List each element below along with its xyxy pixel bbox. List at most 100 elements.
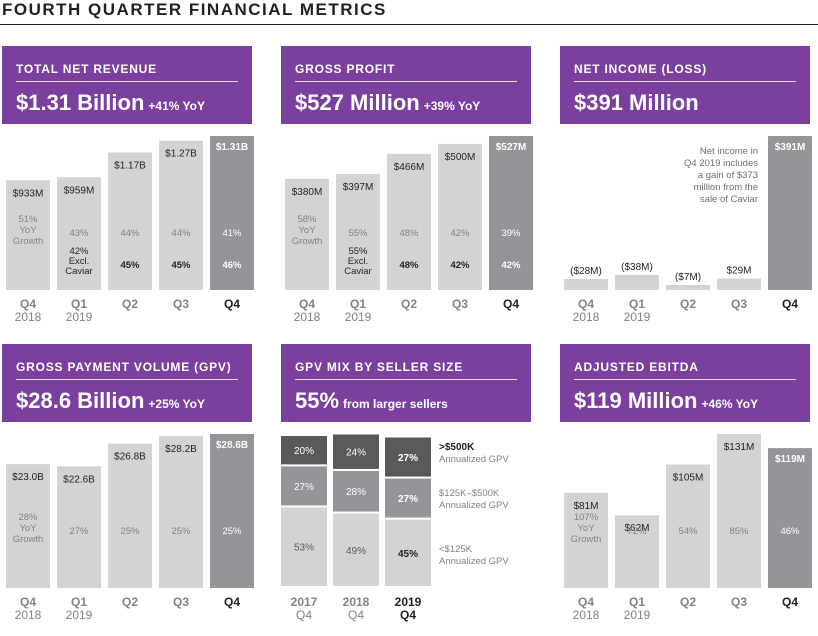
excl-caviar-label: 55%: [348, 246, 368, 257]
stacked-segment: [281, 466, 327, 506]
x-tick-label: Q2: [122, 595, 138, 609]
headline-suffix: +39% YoY: [423, 99, 481, 113]
growth-label: 58%: [297, 214, 317, 225]
x-tick-label: Q3: [173, 297, 189, 311]
growth-label: 25%: [222, 526, 242, 537]
bar-chart-svg: $380M58%YoYGrowthQ42018$397M55%55%Excl.C…: [285, 136, 533, 324]
stacked-segment: [281, 507, 327, 586]
growth-label: 44%: [171, 228, 191, 239]
banner: GROSS PROFIT $527 Million +39% YoY: [281, 46, 531, 124]
x-tick-label: Q1: [71, 297, 87, 311]
legend-sub: Annualized GPV: [439, 454, 509, 465]
x-tick-quarter: Q4: [400, 608, 416, 622]
revenue-chart: $933M 51% YoY Growth Q4 2018 $959M 43% 42% Excl. C…: [2, 124, 254, 326]
banner-divider: [16, 81, 238, 82]
banner-divider: [16, 379, 238, 380]
bar-value-label: $29M: [726, 266, 751, 277]
headline-value: $1.31 Billion: [16, 90, 145, 115]
banner-value: 55% from larger sellers: [295, 388, 448, 414]
segment-label: 27%: [398, 494, 418, 505]
banner-value: $1.31 Billion +41% YoY: [16, 90, 205, 116]
headline-value: $119 Million: [574, 388, 698, 413]
excl-caviar-label: 42%: [450, 260, 470, 271]
growth-label: 55%: [348, 228, 368, 239]
bar: [57, 177, 101, 290]
headline-suffix: +46% YoY: [701, 397, 759, 411]
bar: [159, 140, 203, 290]
x-tick-label: Q4: [20, 297, 36, 311]
excl-caviar-label: 42%: [69, 246, 89, 257]
note-line: a gain of $373: [697, 170, 758, 181]
x-tick-year: 2018: [294, 310, 321, 324]
growth-label: 85%: [729, 526, 749, 537]
stacked-bar-svg: 53%27%20%2017Q449%28%24%2018Q445%27%27%2…: [281, 434, 431, 622]
x-tick-label: Q4: [20, 595, 36, 609]
bar: [108, 443, 152, 588]
x-tick-year: 2018: [15, 310, 42, 324]
banner-label: NET INCOME (LOSS): [574, 62, 707, 76]
x-tick-label: Q1: [629, 297, 645, 311]
chart-note: Net income in Q4 2019 includes a gain of…: [628, 146, 758, 206]
growth-label: 25%: [120, 526, 140, 537]
x-tick-year: 2018: [15, 608, 42, 622]
bar-value-label: $959M: [64, 185, 95, 196]
legend-item-large: >$500K Annualized GPV: [439, 442, 509, 466]
banner: NET INCOME (LOSS) $391 Million: [560, 46, 810, 124]
headline-suffix: from larger sellers: [343, 397, 448, 411]
segment-label: 20%: [294, 446, 314, 457]
bar-chart-svg: $933M51%YoYGrowthQ42018$959M43%42%Excl.C…: [6, 136, 254, 324]
x-tick-label: 2017: [291, 595, 318, 609]
ebitda-chart: $81M 107% YoY Growth Q4 2018 $62M 72% Q1 2019 $105…: [560, 422, 812, 624]
bar-value-label: $933M: [13, 188, 44, 199]
legend-item-small: <$125K Annualized GPV: [439, 544, 509, 568]
stacked-segment: [281, 436, 327, 465]
bar-value-label: $119M: [775, 454, 805, 465]
growth-label: Growth: [13, 236, 44, 247]
excl-caviar-label: Excl.: [348, 256, 369, 267]
headline-value: $527 Million: [295, 90, 420, 115]
growth-label: Growth: [13, 534, 44, 545]
note-line: Q4 2019 includes: [684, 158, 758, 169]
growth-label: 43%: [69, 228, 89, 239]
bar: [768, 448, 812, 588]
headline-suffix: +25% YoY: [148, 397, 205, 411]
bar: [768, 136, 812, 290]
bar-chart-svg: $81M107%YoYGrowthQ42018$62M72%Q12019$105…: [564, 434, 812, 622]
bar-chart-svg: $23.0B28%YoYGrowthQ42018$22.6B27%Q12019$…: [6, 434, 254, 622]
x-tick-label: Q3: [452, 297, 468, 311]
headline-value: $391 Million: [574, 90, 699, 115]
bar-value-label: $1.17B: [114, 160, 146, 171]
growth-label: YoY: [19, 225, 37, 236]
segment-label: 24%: [346, 448, 366, 459]
bar: [666, 464, 710, 588]
stacked-segment: [385, 478, 431, 518]
bar-value-label: $28.6B: [216, 440, 248, 451]
legend-item-mid: $125K–$500K Annualized GPV: [439, 488, 509, 512]
banner-value: $391 Million: [574, 90, 703, 116]
bar: [564, 492, 608, 588]
stacked-segment: [385, 437, 431, 477]
gpv-mix-chart: 53% 27% 20% 2017 Q4 49% 28% 24% 2018 Q4 45% 27% 27% 2…: [281, 422, 531, 624]
bar-value-label: $466M: [394, 162, 425, 173]
excl-caviar-label: 48%: [399, 260, 419, 271]
legend-sub: Annualized GPV: [439, 556, 509, 567]
banner: GROSS PAYMENT VOLUME (GPV) $28.6 Billion…: [2, 344, 252, 422]
legend-title: >$500K: [439, 442, 475, 453]
growth-label: 28%: [18, 512, 38, 523]
panel-gpv: GROSS PAYMENT VOLUME (GPV) $28.6 Billion…: [2, 344, 254, 624]
banner-divider: [574, 379, 796, 380]
banner-label: GROSS PROFIT: [295, 62, 396, 76]
excl-caviar-label: Caviar: [344, 266, 371, 277]
bar: [438, 143, 482, 290]
x-tick-label: Q2: [122, 297, 138, 311]
x-tick-label: Q4: [299, 297, 315, 311]
bar-value-label: ($28M): [570, 266, 602, 277]
x-tick-label: Q1: [350, 297, 366, 311]
legend-title: <$125K: [439, 544, 473, 555]
banner-label: GROSS PAYMENT VOLUME (GPV): [16, 360, 232, 374]
segment-label: 45%: [398, 549, 418, 560]
banner-label: GPV MIX BY SELLER SIZE: [295, 360, 464, 374]
growth-label: YoY: [298, 225, 316, 236]
bar: [6, 464, 50, 588]
stacked-segment: [333, 434, 379, 469]
